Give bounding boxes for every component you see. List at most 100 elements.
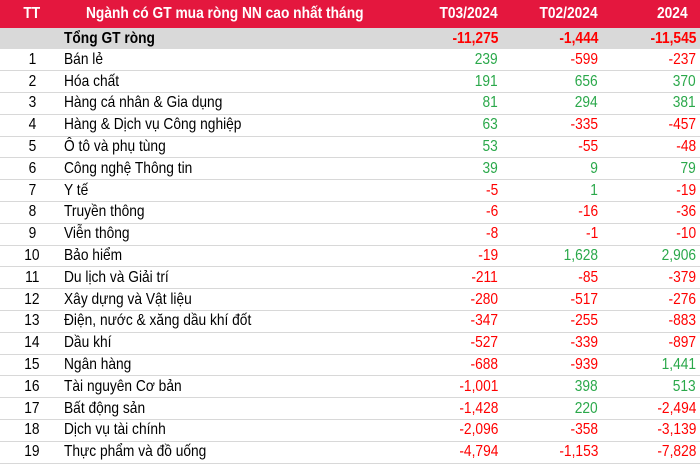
value-t02: 1,628 <box>563 247 598 265</box>
total-row: Tổng GT ròng -11,275 -1,444 -11,545 <box>0 28 700 49</box>
value-t02: -1,153 <box>558 443 598 461</box>
value-2024: 1,441 <box>661 356 696 374</box>
value-2024: -883 <box>668 312 696 330</box>
header-tt: TT <box>23 5 41 22</box>
sector-name: Bất động sản <box>64 399 146 417</box>
row-number: 1 <box>28 50 36 68</box>
value-t03: 191 <box>475 72 498 90</box>
total-v2: -1,444 <box>558 29 598 47</box>
value-t02: 9 <box>590 159 598 177</box>
row-number: 14 <box>24 334 40 352</box>
row-number: 12 <box>24 290 40 308</box>
table-row: 14 Dầu khí -527 -339 -897 <box>0 332 700 355</box>
value-t02: -335 <box>570 116 598 134</box>
value-t03: -19 <box>478 247 498 265</box>
table-row: 6 Công nghệ Thông tin 39 9 79 <box>0 158 700 180</box>
value-t02: 294 <box>575 94 598 112</box>
total-v1: -11,275 <box>452 29 498 47</box>
row-number: 16 <box>24 377 40 395</box>
sector-name: Truyền thông <box>64 203 145 221</box>
header-col3: 2024 <box>657 5 688 22</box>
table-row: 10 Bảo hiểm -19 1,628 2,906 <box>0 245 700 267</box>
value-2024: -3,139 <box>656 421 696 439</box>
row-number: 9 <box>28 225 36 243</box>
value-2024: -379 <box>668 268 696 286</box>
table-row: 19 Thực phẩm và đồ uống -4,794 -1,153 -7,828 <box>0 441 700 464</box>
value-t03: -4,794 <box>458 443 498 461</box>
table-row: 13 Điện, nước & xăng dầu khí đốt -347 -255 -… <box>0 311 700 333</box>
value-t03: -211 <box>471 268 498 286</box>
row-number: 11 <box>24 268 40 286</box>
value-2024: -237 <box>668 50 696 68</box>
sector-name: Ngân hàng <box>64 356 132 374</box>
value-t03: 53 <box>482 138 498 156</box>
table-row: 4 Hàng & Dịch vụ Công nghiệp 63 -335 -457 <box>0 114 700 137</box>
table-row: 3 Hàng cá nhân & Gia dụng 81 294 381 <box>0 93 700 115</box>
value-2024: 381 <box>673 94 696 112</box>
value-t03: 239 <box>475 50 498 68</box>
value-2024: -36 <box>676 203 696 221</box>
value-2024: -897 <box>668 334 696 352</box>
value-2024: 513 <box>673 377 696 395</box>
value-2024: 2,906 <box>661 247 696 265</box>
table-row: 9 Viễn thông -8 -1 -10 <box>0 223 700 246</box>
value-t02: -85 <box>578 268 598 286</box>
table-row: 15 Ngân hàng -688 -939 1,441 <box>0 354 700 376</box>
value-2024: -19 <box>676 181 696 199</box>
sector-name: Điện, nước & xăng dầu khí đốt <box>64 312 252 330</box>
value-t03: -6 <box>485 203 498 221</box>
value-t03: -1,428 <box>458 399 498 417</box>
row-number: 15 <box>24 356 40 374</box>
row-number: 10 <box>24 247 40 265</box>
sector-name: Thực phẩm và đồ uống <box>64 443 207 461</box>
row-number: 5 <box>28 138 36 156</box>
value-2024: 370 <box>673 72 696 90</box>
row-number: 18 <box>24 421 40 439</box>
value-t02: -55 <box>578 138 598 156</box>
value-t03: -688 <box>470 356 498 374</box>
table-row: 1 Bán lẻ 239 -599 -237 <box>0 49 700 71</box>
table-row: 5 Ô tô và phụ tùng 53 -55 -48 <box>0 136 700 158</box>
row-number: 8 <box>28 203 36 221</box>
value-t03: 63 <box>482 116 498 134</box>
value-t03: -1,001 <box>458 377 498 395</box>
header-col1: T03/2024 <box>439 5 498 22</box>
value-t03: -280 <box>470 290 498 308</box>
value-2024: -457 <box>668 116 696 134</box>
sector-name: Tài nguyên Cơ bản <box>64 377 182 395</box>
sector-name: Viễn thông <box>64 225 130 243</box>
row-number: 3 <box>28 94 36 112</box>
value-2024: -48 <box>676 138 696 156</box>
table-row: 18 Dịch vụ tài chính -2,096 -358 -3,139 <box>0 420 700 442</box>
sector-name: Bảo hiểm <box>64 247 123 265</box>
value-t02: -255 <box>570 312 598 330</box>
header-row: TT Ngành có GT mua ròng NN cao nhất thán… <box>0 0 700 28</box>
sector-name: Dịch vụ tài chính <box>64 421 166 439</box>
header-col2: T02/2024 <box>539 5 598 22</box>
sector-name: Hóa chất <box>64 72 120 90</box>
sector-name: Công nghệ Thông tin <box>64 159 193 177</box>
value-t02: -1 <box>585 225 598 243</box>
value-t03: -8 <box>485 225 498 243</box>
sector-name: Y tế <box>64 181 89 199</box>
value-t02: 1 <box>590 181 598 199</box>
value-t03: -5 <box>485 181 498 199</box>
value-t02: -517 <box>570 290 598 308</box>
value-t02: 220 <box>575 399 598 417</box>
total-label: Tổng GT ròng <box>64 29 155 47</box>
sector-name: Du lịch và Giải trí <box>64 268 169 286</box>
value-2024: 79 <box>680 159 696 177</box>
sector-name: Bán lẻ <box>64 50 104 68</box>
value-t02: -16 <box>578 203 598 221</box>
value-2024: -10 <box>676 225 696 243</box>
table-row: 16 Tài nguyên Cơ bản -1,001 398 513 <box>0 376 700 398</box>
row-number: 6 <box>28 159 36 177</box>
row-number: 7 <box>28 181 36 199</box>
sector-name: Hàng & Dịch vụ Công nghiệp <box>64 116 242 134</box>
sector-name: Xây dựng và Vật liệu <box>64 290 192 308</box>
value-t03: 81 <box>482 94 498 112</box>
value-t02: -339 <box>570 334 598 352</box>
row-number: 19 <box>24 443 40 461</box>
value-t03: -527 <box>470 334 498 352</box>
row-number: 13 <box>24 312 40 330</box>
